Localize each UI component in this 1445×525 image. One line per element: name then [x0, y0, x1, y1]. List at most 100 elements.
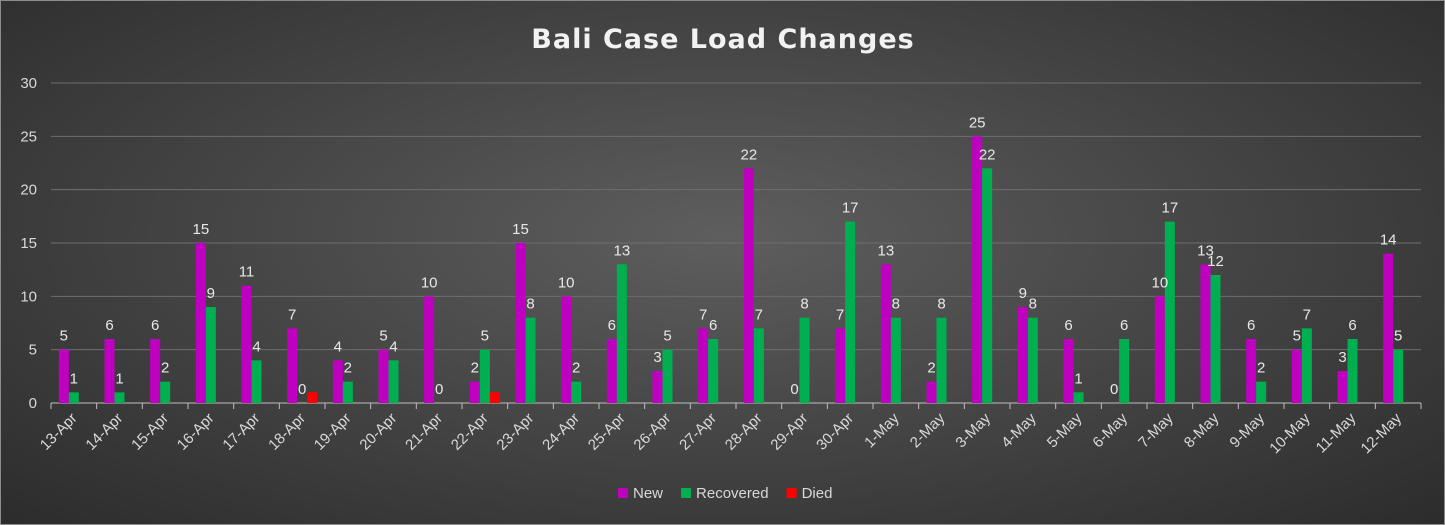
bar-recovered-23-Apr — [525, 317, 536, 403]
bar-recovered-22-Apr — [479, 349, 490, 403]
bar-recovered-28-Apr — [753, 328, 764, 403]
data-label-recovered: 8 — [1029, 296, 1037, 313]
bar-recovered-14-Apr — [114, 392, 125, 403]
legend-label-recovered: Recovered — [696, 485, 769, 502]
data-label-recovered: 9 — [207, 285, 215, 302]
x-tick-label: 11-May — [1313, 409, 1360, 456]
x-tick-label: 19-Apr — [311, 410, 355, 454]
x-tick-label: 17-Apr — [219, 410, 263, 454]
bar-died-18-Apr — [307, 392, 318, 403]
bar-recovered-4-May — [1027, 317, 1038, 403]
data-label-recovered: 1 — [115, 370, 123, 387]
bar-new-18-Apr — [287, 328, 298, 403]
legend-swatch-recovered — [681, 488, 692, 498]
bar-new-27-Apr — [698, 328, 709, 403]
bar-new-25-Apr — [606, 339, 617, 403]
bar-new-15-Apr — [150, 339, 161, 403]
bar-recovered-6-May — [1119, 339, 1130, 403]
bar-recovered-10-May — [1301, 328, 1312, 403]
data-label-new: 3 — [653, 349, 661, 366]
data-label-recovered: 0 — [298, 381, 306, 398]
y-tick-label: 25 — [20, 128, 37, 145]
data-label-recovered: 4 — [252, 338, 260, 355]
bar-new-8-May — [1200, 264, 1211, 403]
x-tick-label: 10-May — [1266, 409, 1314, 457]
bar-recovered-24-Apr — [571, 381, 582, 403]
bar-recovered-17-Apr — [251, 360, 262, 403]
y-tick-label: 20 — [20, 182, 37, 199]
data-label-recovered: 17 — [1161, 200, 1178, 217]
bar-new-14-Apr — [104, 339, 115, 403]
bar-new-9-May — [1246, 339, 1257, 403]
bar-new-16-Apr — [195, 243, 206, 403]
x-tick-label: 15-Apr — [128, 410, 172, 454]
x-tick-label: 22-Apr — [448, 410, 492, 454]
x-tick-label: 14-Apr — [82, 410, 126, 454]
bar-recovered-30-Apr — [845, 221, 856, 403]
bar-recovered-25-Apr — [616, 264, 627, 403]
data-label-recovered: 17 — [842, 200, 859, 217]
bar-recovered-8-May — [1210, 275, 1221, 403]
bar-recovered-9-May — [1256, 381, 1267, 403]
y-tick-label: 5 — [29, 342, 37, 359]
x-tick-label: 12-May — [1358, 409, 1406, 457]
bar-new-19-Apr — [332, 360, 343, 403]
legend-label-new: New — [633, 485, 663, 502]
x-tick-label: 24-Apr — [539, 410, 583, 454]
data-label-new: 9 — [1019, 285, 1027, 302]
bar-recovered-27-Apr — [708, 339, 719, 403]
bar-new-21-Apr — [424, 296, 435, 403]
legend-swatch-new — [618, 488, 628, 498]
x-tick-label: 5-May — [1044, 409, 1086, 451]
bar-recovered-12-May — [1393, 349, 1404, 403]
data-label-recovered: 2 — [161, 360, 169, 377]
bar-new-24-Apr — [561, 296, 572, 403]
data-label-recovered: 6 — [1120, 317, 1128, 334]
data-label-new: 0 — [790, 381, 798, 398]
data-label-new: 22 — [740, 146, 757, 163]
data-label-new: 6 — [151, 317, 159, 334]
data-label-recovered: 1 — [70, 370, 78, 387]
data-label-recovered: 8 — [892, 296, 900, 313]
bar-new-12-May — [1383, 253, 1394, 403]
x-tick-label: 27-Apr — [676, 410, 720, 454]
data-label-new: 5 — [60, 328, 68, 345]
x-tick-label: 16-Apr — [174, 410, 218, 454]
data-label-recovered: 4 — [389, 338, 397, 355]
data-label-new: 2 — [471, 360, 479, 377]
bar-new-5-May — [1063, 339, 1074, 403]
data-label-recovered: 7 — [755, 306, 763, 323]
bar-new-11-May — [1337, 371, 1348, 403]
data-label-new: 7 — [836, 306, 844, 323]
x-tick-label: 26-Apr — [630, 410, 674, 454]
data-label-recovered: 7 — [1303, 306, 1311, 323]
data-label-new: 2 — [927, 360, 935, 377]
bar-new-20-Apr — [378, 349, 389, 403]
data-label-recovered: 6 — [709, 317, 717, 334]
bar-recovered-1-May — [890, 317, 901, 403]
data-label-new: 10 — [1151, 274, 1168, 291]
bar-new-4-May — [1017, 307, 1028, 403]
data-label-new: 10 — [558, 274, 575, 291]
x-tick-label: 25-Apr — [585, 410, 629, 454]
data-label-new: 6 — [105, 317, 113, 334]
bar-new-10-May — [1291, 349, 1302, 403]
data-label-recovered: 1 — [1074, 370, 1082, 387]
data-label-recovered: 2 — [1257, 360, 1265, 377]
data-label-new: 3 — [1338, 349, 1346, 366]
bar-new-7-May — [1154, 296, 1165, 403]
x-tick-label: 28-Apr — [722, 410, 766, 454]
data-label-new: 25 — [969, 114, 986, 131]
x-tick-label: 2-May — [907, 409, 949, 451]
x-axis-ticks: 13-Apr 14-Apr 15-Apr 16-Apr 17-Apr 18-Apr 19-A… — [37, 403, 1422, 457]
bar-recovered-15-Apr — [160, 381, 171, 403]
data-label-recovered: 0 — [435, 381, 443, 398]
bar-recovered-29-Apr — [799, 317, 810, 403]
x-tick-label: 23-Apr — [493, 410, 537, 454]
x-tick-label: 29-Apr — [767, 410, 811, 454]
x-tick-label: 8-May — [1181, 409, 1223, 451]
data-label-new: 13 — [877, 242, 894, 259]
bar-recovered-11-May — [1347, 339, 1358, 403]
